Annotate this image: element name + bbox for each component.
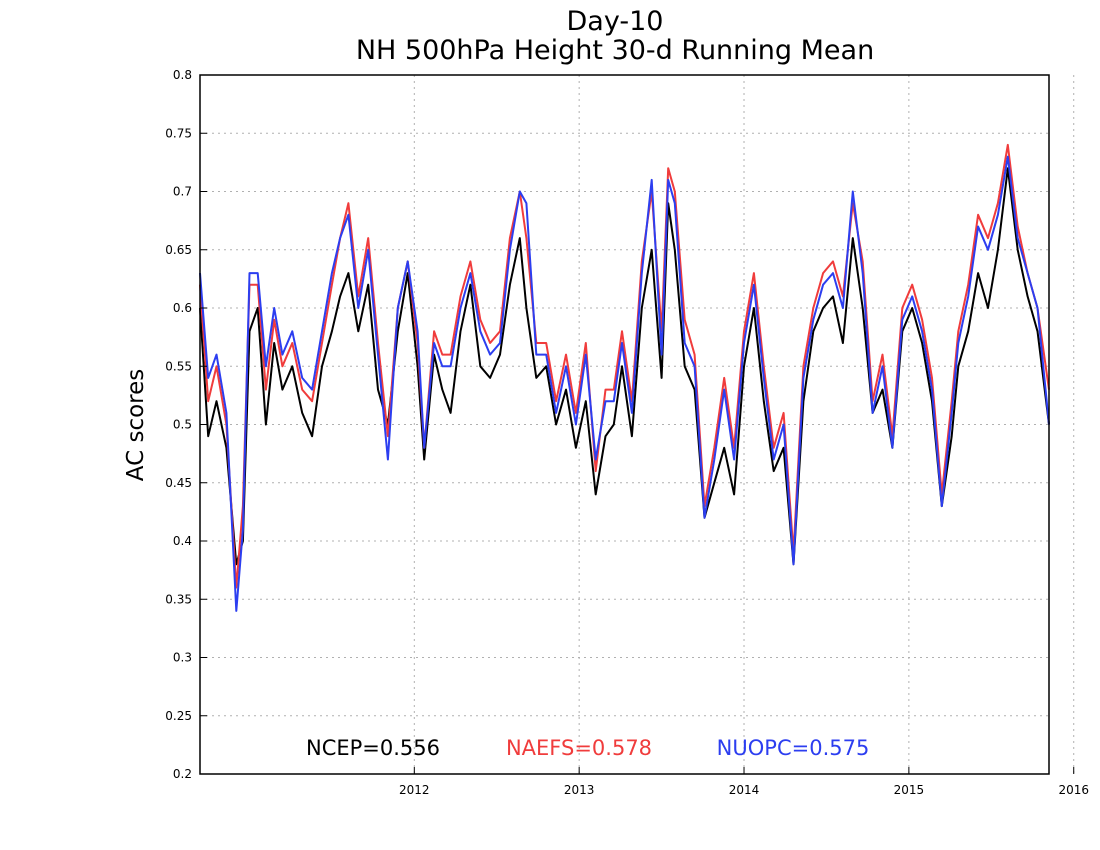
- x-tick-label: 2012: [399, 783, 430, 797]
- y-axis-label: AC scores: [123, 369, 149, 481]
- y-tick-label: 0.4: [173, 534, 192, 548]
- x-tick-label: 2014: [729, 783, 760, 797]
- y-tick-label: 0.8: [173, 68, 192, 82]
- y-tick-label: 0.45: [165, 476, 192, 490]
- legend-entry-1: NAEFS=0.578: [506, 736, 652, 760]
- y-tick-label: 0.7: [173, 185, 192, 199]
- legend-entry-0: NCEP=0.556: [306, 736, 440, 760]
- x-axis-ticks: 2012 2013 2014 2015 2016: [399, 767, 1089, 797]
- y-tick-label: 0.6: [173, 301, 192, 315]
- y-tick-label: 0.75: [165, 126, 192, 140]
- x-tick-label: 2015: [894, 783, 925, 797]
- y-tick-label: 0.35: [165, 592, 192, 606]
- y-tick-label: 0.3: [173, 651, 192, 665]
- chart-subtitle: NH 500hPa Height 30-d Running Mean: [356, 35, 874, 66]
- grid-lines: [200, 74, 1075, 775]
- y-tick-label: 0.65: [165, 243, 192, 257]
- legend: NCEP=0.556 NAEFS=0.578 NUOPC=0.575: [306, 736, 869, 760]
- series-lines: [199, 143, 1050, 612]
- x-tick-label: 2016: [1058, 783, 1089, 797]
- chart-title: Day-10: [567, 6, 664, 37]
- series-line-2: [199, 155, 1050, 612]
- legend-entry-2: NUOPC=0.575: [717, 736, 870, 760]
- y-tick-label: 0.55: [165, 359, 192, 373]
- y-tick-label: 0.5: [173, 418, 192, 432]
- x-tick-label: 2013: [564, 783, 595, 797]
- series-line-1: [199, 143, 1050, 589]
- y-tick-label: 0.25: [165, 709, 192, 723]
- y-axis-ticks: 0.2 0.25 0.3 0.35 0.4 0.45 0.5 0.55 0.6 0.65 0.7 0.…: [165, 68, 207, 781]
- y-tick-label: 0.2: [173, 767, 192, 781]
